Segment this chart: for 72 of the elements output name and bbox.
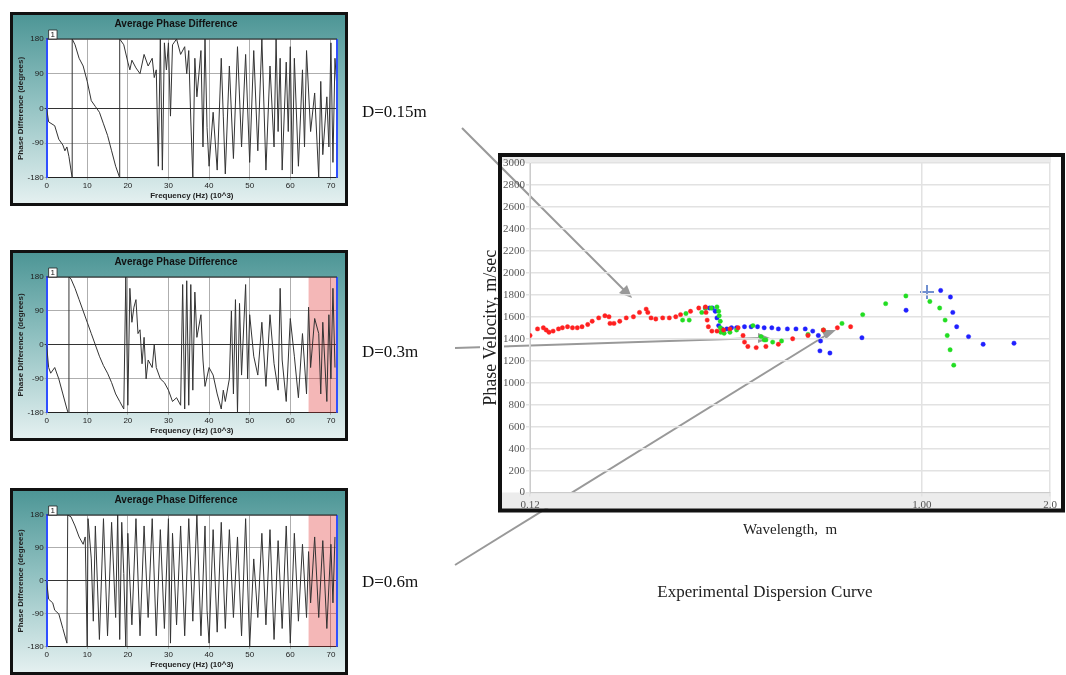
y-axis-title: Phase Difference (degrees) xyxy=(16,292,25,397)
y-tick-label: 2200 xyxy=(503,243,526,256)
y-tick-label: 1200 xyxy=(503,353,526,366)
y-tick-label: 1000 xyxy=(503,375,526,388)
text: D=0.3m xyxy=(362,342,419,361)
text: D=0.6m xyxy=(362,572,419,591)
text: Experimental Dispersion Curve xyxy=(657,582,873,602)
y-tick-label: 0 xyxy=(39,340,45,350)
x-tick-label: 0.12 xyxy=(520,498,540,511)
y-tick-label: 0 xyxy=(39,576,45,586)
annotation: 1 xyxy=(50,506,56,516)
y-tick-label: 180 xyxy=(30,510,45,520)
x-tick-label: 40 xyxy=(204,415,215,425)
y-tick-label: 1800 xyxy=(503,287,526,300)
y-tick-label: 3000 xyxy=(503,155,526,168)
text: D=0.15m xyxy=(362,102,427,121)
x-tick-label: 60 xyxy=(285,180,296,190)
x-tick-label: 30 xyxy=(164,649,174,659)
y-tick-label: 1600 xyxy=(503,309,526,322)
x-tick-label: 30 xyxy=(164,415,174,425)
y-tick-label: -90 xyxy=(32,374,45,384)
x-tick-label: 50 xyxy=(245,180,255,190)
y-tick-label: 200 xyxy=(508,463,526,476)
x-axis-title: Frequency (Hz) (10^3) xyxy=(150,191,234,201)
x-axis-title: Frequency (Hz) (10^3) xyxy=(150,426,234,436)
x-tick-label: 70 xyxy=(326,649,336,659)
x-tick-label: 60 xyxy=(285,415,296,425)
x-tick-label: 1.00 xyxy=(912,498,933,511)
chart-title: Average Phase Difference xyxy=(114,493,238,505)
x-tick-label: 60 xyxy=(285,649,296,659)
y-tick-label: 180 xyxy=(30,34,45,44)
y-tick-label: 0 xyxy=(519,485,526,498)
y-tick-label: 2400 xyxy=(503,221,526,234)
x-tick-label: 50 xyxy=(245,649,255,659)
annotation: 1 xyxy=(50,30,56,40)
y-tick-label: 400 xyxy=(508,441,526,454)
x-tick-label: 20 xyxy=(123,415,133,425)
y-axis-title: Phase Difference (degrees) xyxy=(16,56,25,160)
y-axis-title: Phase Velocity, m/sec xyxy=(479,249,500,406)
x-tick-label: 40 xyxy=(204,180,215,190)
x-tick-label: 70 xyxy=(326,180,336,190)
x-tick-label: 10 xyxy=(82,649,93,659)
chart-title: Average Phase Difference xyxy=(114,255,238,267)
x-tick-label: 40 xyxy=(204,649,215,659)
y-tick-label: 2000 xyxy=(503,265,526,278)
x-tick-label: 20 xyxy=(123,649,133,659)
y-tick-label: -180 xyxy=(27,642,45,651)
y-tick-label: 90 xyxy=(34,68,45,78)
x-tick-label: 10 xyxy=(82,415,93,425)
x-tick-label: 20 xyxy=(123,180,133,190)
y-tick-label: 90 xyxy=(34,543,45,553)
y-tick-label: -90 xyxy=(32,609,45,619)
x-axis-title: Wavelength, m xyxy=(742,520,838,537)
x-tick-label: 2.0 xyxy=(1043,498,1058,511)
y-tick-label: 90 xyxy=(34,306,45,316)
x-tick-label: 30 xyxy=(164,180,174,190)
annotation: 1 xyxy=(50,268,56,278)
y-tick-label: -180 xyxy=(27,408,45,417)
x-tick-label: 70 xyxy=(326,415,336,425)
x-axis-title: Frequency (Hz) (10^3) xyxy=(150,660,234,670)
y-tick-label: 800 xyxy=(508,397,526,410)
x-tick-label: 10 xyxy=(82,180,93,190)
y-tick-label: 600 xyxy=(508,419,526,432)
y-tick-label: 2600 xyxy=(503,199,526,212)
y-axis-title: Phase Difference (degrees) xyxy=(16,528,25,633)
x-tick-label: 50 xyxy=(245,415,255,425)
y-tick-label: -90 xyxy=(32,138,45,148)
y-tick-label: 1400 xyxy=(503,331,526,344)
y-tick-label: -180 xyxy=(27,173,45,182)
y-tick-label: 180 xyxy=(30,272,45,282)
y-tick-label: 0 xyxy=(39,103,45,113)
chart-title: Average Phase Difference xyxy=(114,17,238,29)
